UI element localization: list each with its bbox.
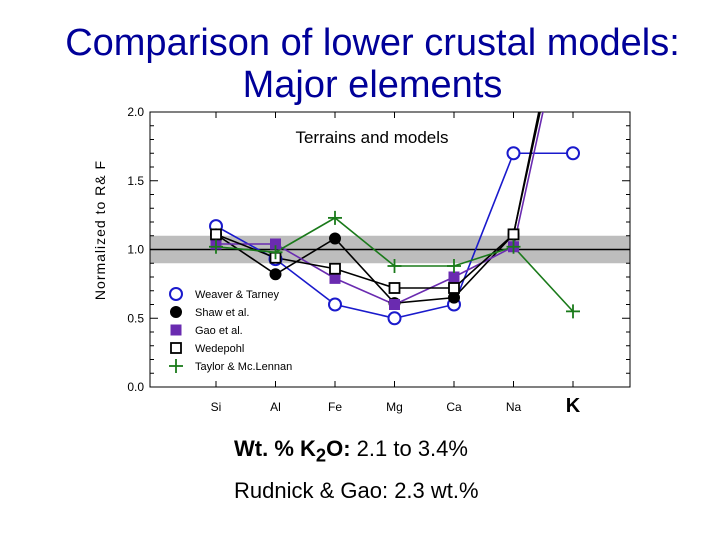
legend-marker bbox=[169, 359, 183, 373]
legend-label: Taylor & Mc.Lennan bbox=[195, 361, 292, 373]
y-tick-label: 1.5 bbox=[127, 174, 144, 188]
y-axis-label: Normalized to R& F bbox=[92, 160, 108, 300]
data-point bbox=[448, 282, 460, 294]
data-point bbox=[448, 271, 460, 283]
legend-label: Weaver & Tarney bbox=[195, 289, 279, 301]
data-point bbox=[387, 311, 402, 326]
data-point bbox=[506, 146, 521, 161]
slide-title: Comparison of lower crustal models: Majo… bbox=[0, 22, 720, 106]
data-point bbox=[566, 146, 580, 161]
caption-k2o-suffix: 2.1 to 3.4% bbox=[350, 436, 468, 461]
legend-label: Shaw et al. bbox=[195, 307, 249, 319]
x-tick-label: Na bbox=[506, 400, 522, 414]
caption-k2o-range: Wt. % K2O: 2.1 to 3.4% bbox=[234, 436, 468, 466]
caption-k2o-subscript: 2 bbox=[315, 444, 327, 466]
data-point bbox=[387, 259, 402, 273]
data-point bbox=[447, 259, 461, 273]
y-tick-label: 0.5 bbox=[127, 311, 144, 325]
slide-title-line-2: Major elements bbox=[242, 64, 503, 106]
data-point bbox=[209, 239, 223, 254]
y-tick-labels: 0.0 0.5 1.0 1.5 2.0 bbox=[127, 105, 144, 394]
y-tick-label: 2.0 bbox=[127, 105, 144, 119]
legend-label: Gao et al. bbox=[195, 325, 243, 337]
y-tick-label: 0.0 bbox=[127, 380, 144, 394]
data-point bbox=[270, 238, 281, 250]
data-point bbox=[566, 304, 580, 319]
chart-title: Terrains and models bbox=[295, 128, 448, 147]
data-point bbox=[269, 268, 282, 281]
x-tick-label: Si bbox=[211, 400, 222, 414]
data-point bbox=[329, 262, 341, 275]
caption-k2o-prefix: Wt. % K bbox=[234, 436, 316, 461]
data-point bbox=[328, 297, 342, 312]
series-layer bbox=[209, 112, 580, 326]
x-tick-label: Mg bbox=[386, 400, 403, 414]
data-point bbox=[507, 228, 520, 241]
data-point bbox=[388, 282, 401, 294]
data-point bbox=[329, 232, 341, 245]
data-point bbox=[210, 228, 222, 241]
legend: Weaver & Tarney Shaw et al. Gao et al. Wede… bbox=[169, 287, 292, 373]
data-point bbox=[329, 272, 341, 284]
legend-marker bbox=[170, 324, 182, 336]
data-point bbox=[268, 245, 283, 260]
data-point bbox=[389, 299, 400, 310]
x-tick-label: K bbox=[566, 395, 581, 417]
y-tick-label: 1.0 bbox=[127, 243, 144, 257]
x-tick-labels: Si Al Fe Mg Ca Na K bbox=[211, 395, 581, 417]
legend-marker bbox=[170, 306, 182, 318]
data-point bbox=[328, 210, 342, 225]
legend-marker bbox=[169, 287, 183, 301]
caption-rudnick-gao: Rudnick & Gao: 2.3 wt.% bbox=[234, 478, 479, 503]
legend-marker bbox=[170, 342, 182, 354]
data-point bbox=[506, 239, 521, 254]
x-tick-label: Al bbox=[270, 400, 281, 414]
legend-label: Wedepohl bbox=[195, 343, 244, 355]
slide-title-line-1: Comparison of lower crustal models: bbox=[65, 22, 680, 64]
x-tick-label: Fe bbox=[328, 400, 342, 414]
caption-k2o-middle: O: bbox=[326, 436, 351, 461]
x-tick-label: Ca bbox=[446, 400, 462, 414]
